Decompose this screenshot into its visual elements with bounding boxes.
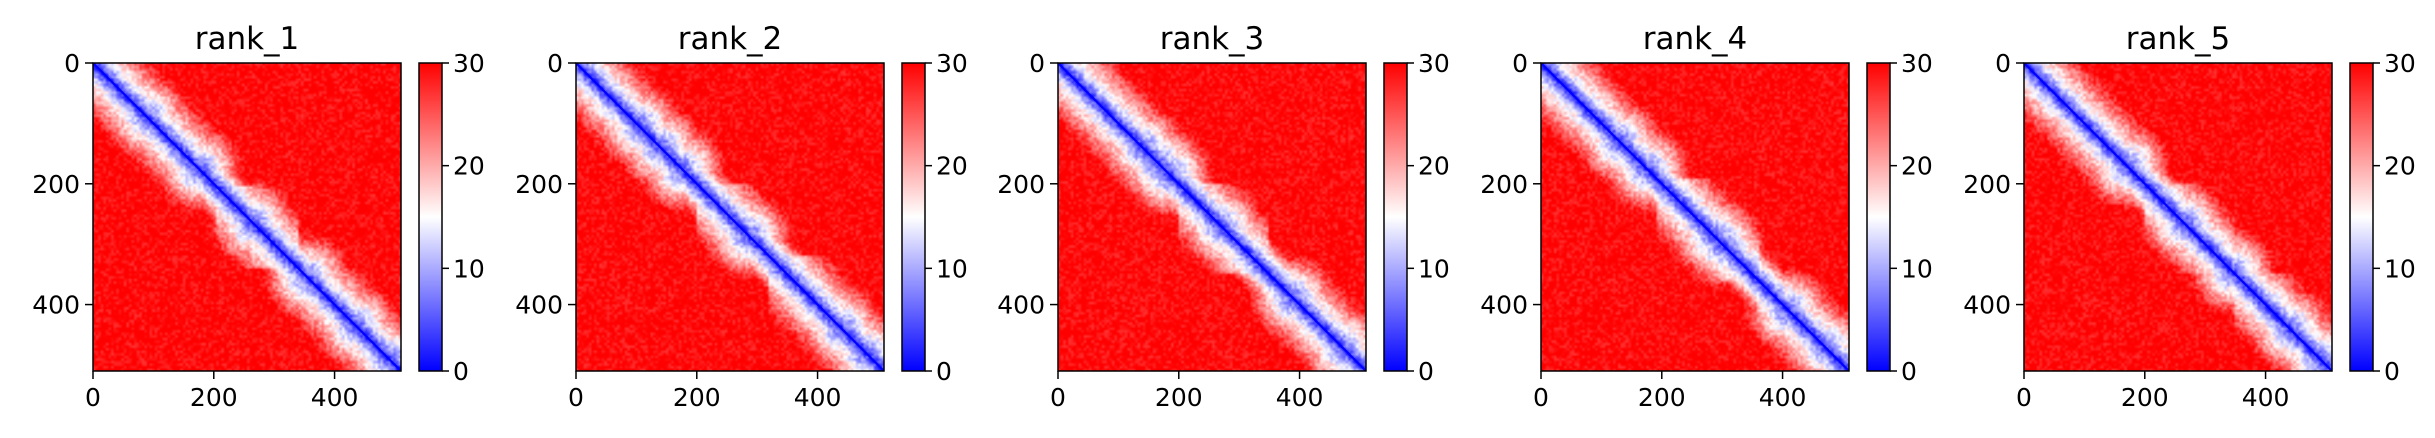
colorbar-tick-label: 20 [2384, 152, 2416, 181]
x-tick-label: 200 [673, 383, 721, 412]
colorbar-tick-label: 0 [1901, 357, 1917, 386]
colorbar-tick-label: 10 [453, 254, 485, 283]
axes-frame [1057, 62, 1367, 372]
x-tick-label: 200 [1638, 383, 1686, 412]
x-tick-label: 400 [1276, 383, 1324, 412]
diagonal-band [1057, 62, 1367, 372]
x-tick-label: 400 [311, 383, 359, 412]
panel-title: rank_4 [1643, 21, 1748, 57]
colorbar [1383, 62, 1408, 372]
x-tick-label: 400 [1759, 383, 1807, 412]
colorbar [1866, 62, 1891, 372]
colorbar-tick-label: 10 [1901, 254, 1933, 283]
colorbar-tick-label: 0 [453, 357, 469, 386]
y-tick-label: 0 [1995, 49, 2011, 78]
x-tick-label: 400 [794, 383, 842, 412]
colorbar-tick-label: 10 [1418, 254, 1450, 283]
x-tick-label: 400 [2242, 383, 2290, 412]
y-tick-label: 400 [515, 291, 563, 320]
diagonal-band [2023, 62, 2333, 372]
y-tick-label: 400 [32, 291, 80, 320]
diagonal-band [92, 62, 402, 372]
x-tick-label: 0 [1050, 383, 1066, 412]
x-tick-label: 200 [190, 383, 238, 412]
colorbar [2349, 62, 2374, 372]
colorbar-tick-label: 20 [1901, 152, 1933, 181]
x-tick-label: 0 [2016, 383, 2032, 412]
y-tick-label: 400 [1480, 291, 1528, 320]
axes-frame [2023, 62, 2333, 372]
colorbar-tick-label: 0 [2384, 357, 2400, 386]
y-tick-label: 0 [1512, 49, 1528, 78]
colorbar-tick-label: 20 [453, 152, 485, 181]
y-tick-label: 200 [1480, 170, 1528, 199]
y-tick-label: 200 [1963, 170, 2011, 199]
diagonal-band [575, 62, 885, 372]
x-tick-label: 200 [1155, 383, 1203, 412]
colorbar-tick-label: 30 [453, 49, 485, 78]
colorbar [418, 62, 443, 372]
y-tick-label: 0 [64, 49, 80, 78]
diagonal-band [1540, 62, 1850, 372]
y-tick-label: 0 [547, 49, 563, 78]
colorbar-tick-label: 10 [936, 254, 968, 283]
panel-title: rank_5 [2126, 21, 2231, 57]
panel-rank_2: rank_2 0 200 400 0 200 400 0 10 20 30 [515, 21, 968, 412]
y-tick-label: 200 [32, 170, 80, 199]
panel-rank_1: rank_1 0 200 400 0 200 400 0 10 20 30 [32, 21, 485, 412]
colorbar-tick-label: 0 [1418, 357, 1434, 386]
y-tick-label: 400 [1963, 291, 2011, 320]
panel-title: rank_1 [195, 21, 300, 57]
colorbar [901, 62, 926, 372]
colorbar-tick-label: 30 [2384, 49, 2416, 78]
colorbar-tick-label: 20 [936, 152, 968, 181]
colorbar-tick-label: 20 [1418, 152, 1450, 181]
axes-frame [1540, 62, 1850, 372]
panel-title: rank_3 [1160, 21, 1265, 57]
panel-title: rank_2 [678, 21, 783, 57]
panel-rank_3: rank_3 0 200 400 0 200 400 0 10 20 30 [997, 21, 1450, 412]
panel-rank_5: rank_5 0 200 400 0 200 400 0 10 20 30 [1963, 21, 2416, 412]
colorbar-tick-label: 30 [1901, 49, 1933, 78]
panel-rank_4: rank_4 0 200 400 0 200 400 0 10 20 30 [1480, 21, 1933, 412]
y-tick-label: 400 [997, 291, 1045, 320]
x-tick-label: 0 [568, 383, 584, 412]
y-tick-label: 0 [1029, 49, 1045, 78]
colorbar-tick-label: 30 [936, 49, 968, 78]
colorbar-tick-label: 10 [2384, 254, 2416, 283]
colorbar-tick-label: 0 [936, 357, 952, 386]
y-tick-label: 200 [515, 170, 563, 199]
axes-frame [92, 62, 402, 372]
axes-frame [575, 62, 885, 372]
y-tick-label: 200 [997, 170, 1045, 199]
x-tick-label: 0 [85, 383, 101, 412]
colorbar-tick-label: 30 [1418, 49, 1450, 78]
x-tick-label: 200 [2121, 383, 2169, 412]
x-tick-label: 0 [1533, 383, 1549, 412]
